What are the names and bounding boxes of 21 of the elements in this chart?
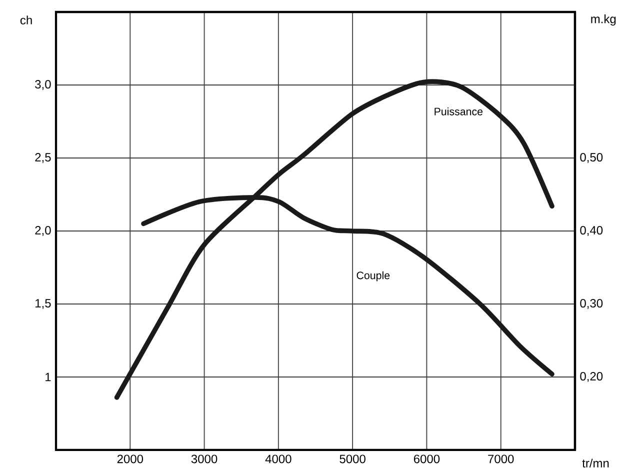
x-tick-label: 5000 xyxy=(340,454,366,464)
line-series xyxy=(114,79,554,400)
y-tick-label: 2,5 xyxy=(35,153,51,163)
x-tick-label: 7000 xyxy=(488,454,514,464)
text: Couple xyxy=(356,271,390,282)
x-tick-label: 2000 xyxy=(117,454,144,464)
y2-tick-label: 0,40 xyxy=(580,226,603,236)
x-axis-title: tr/mn xyxy=(582,458,609,468)
y2-tick-label: 0,30 xyxy=(580,299,603,309)
y2-tick-label: 0,20 xyxy=(580,372,603,382)
x-tick-label: 6000 xyxy=(414,454,440,464)
y-tick-label: 3,0 xyxy=(35,80,51,90)
x-tick-label: 4000 xyxy=(265,454,292,464)
y-tick-label: 2,0 xyxy=(35,226,51,236)
series-label: Puissance xyxy=(434,107,483,116)
y-axis-title: ch xyxy=(20,16,32,24)
y2-tick-label: 0,50 xyxy=(580,153,603,163)
y-tick-label: 1 xyxy=(46,372,51,382)
y-tick-label: 1,5 xyxy=(36,299,51,309)
y2-axis-title: m.kg xyxy=(591,14,616,26)
x-tick-label: 3000 xyxy=(191,454,218,464)
